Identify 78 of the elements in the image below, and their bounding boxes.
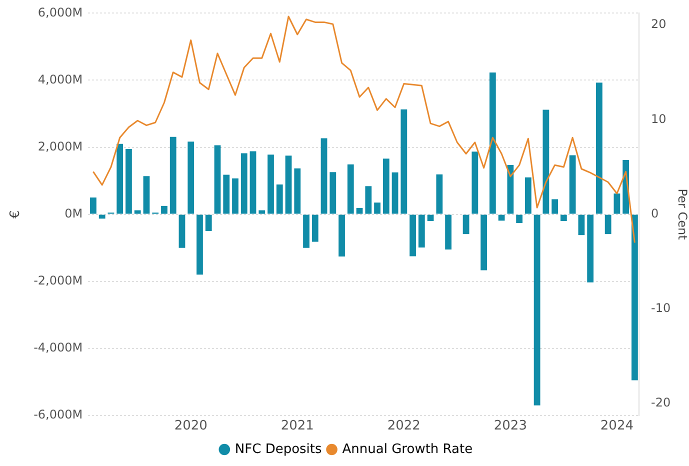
y2-tick-label: 10 [651,112,666,126]
bar [410,214,416,256]
bar [214,145,221,214]
y2-tick-label: -10 [651,301,671,316]
bar [436,174,443,214]
bar [524,177,532,214]
bar [392,172,398,214]
bar [418,214,425,248]
bar [632,214,638,380]
bar [116,144,124,214]
bar [170,136,176,214]
bar [258,210,266,214]
bar [516,214,522,224]
bar [126,148,132,214]
bar [445,214,452,250]
bar [90,198,96,214]
bar [382,158,390,214]
bar [596,82,602,214]
bar [303,214,310,248]
y-tick-label: -4,000M [34,340,83,354]
y2-tick-label: -20 [651,396,671,410]
bar [604,214,612,234]
bar [347,164,354,214]
y2-axis-title: Per Cent [676,188,689,240]
y-tick-label: -2,000M [34,273,83,288]
x-tick-label: 2020 [174,418,208,434]
bar [356,208,363,214]
bar [276,184,283,214]
legend-label: NFC Deposits [234,442,322,457]
bar [312,214,318,242]
x-tick-label: 2021 [280,418,314,434]
bar [285,156,292,214]
bar [365,186,372,214]
bar [240,153,248,214]
y-tick-label: -6,000M [34,408,83,422]
bar [232,178,238,214]
bar [400,109,408,214]
bar [489,72,496,214]
bar [542,110,550,214]
bar [268,154,274,214]
legend-label: Annual Growth Rate [342,442,473,457]
bar [560,214,567,222]
bar [330,172,336,214]
bar [569,155,576,214]
bar [205,214,212,232]
y-tick-label: 0M [64,206,83,220]
bar [188,142,194,214]
bar [161,206,168,214]
bar [178,214,186,248]
bar [480,214,487,270]
bar [338,214,345,257]
y2-tick-label: 0 [651,206,659,220]
bar [427,214,434,222]
bar [196,214,203,275]
bar [462,214,470,234]
x-tick-label: 2023 [494,418,527,434]
bar [507,165,514,214]
bar [374,202,380,214]
bar [614,194,620,214]
x-tick-label: 2024 [600,418,634,434]
bar [472,152,478,214]
bar [587,214,594,282]
x-tick-label: 2022 [387,418,420,434]
y2-tick-label: 20 [651,17,666,32]
bar [134,210,141,214]
y-tick-label: 4,000M [38,72,83,86]
y-tick-label: 2,000M [38,139,83,154]
bar [250,151,256,214]
bar [294,168,301,214]
y-axis-title: € [8,210,24,218]
bar [578,214,585,236]
bar [552,199,558,214]
bar [534,214,540,406]
bar [143,176,150,214]
bar [320,138,328,214]
y-tick-label: 6,000M [38,5,83,20]
bar [223,174,230,214]
bar [98,214,106,219]
